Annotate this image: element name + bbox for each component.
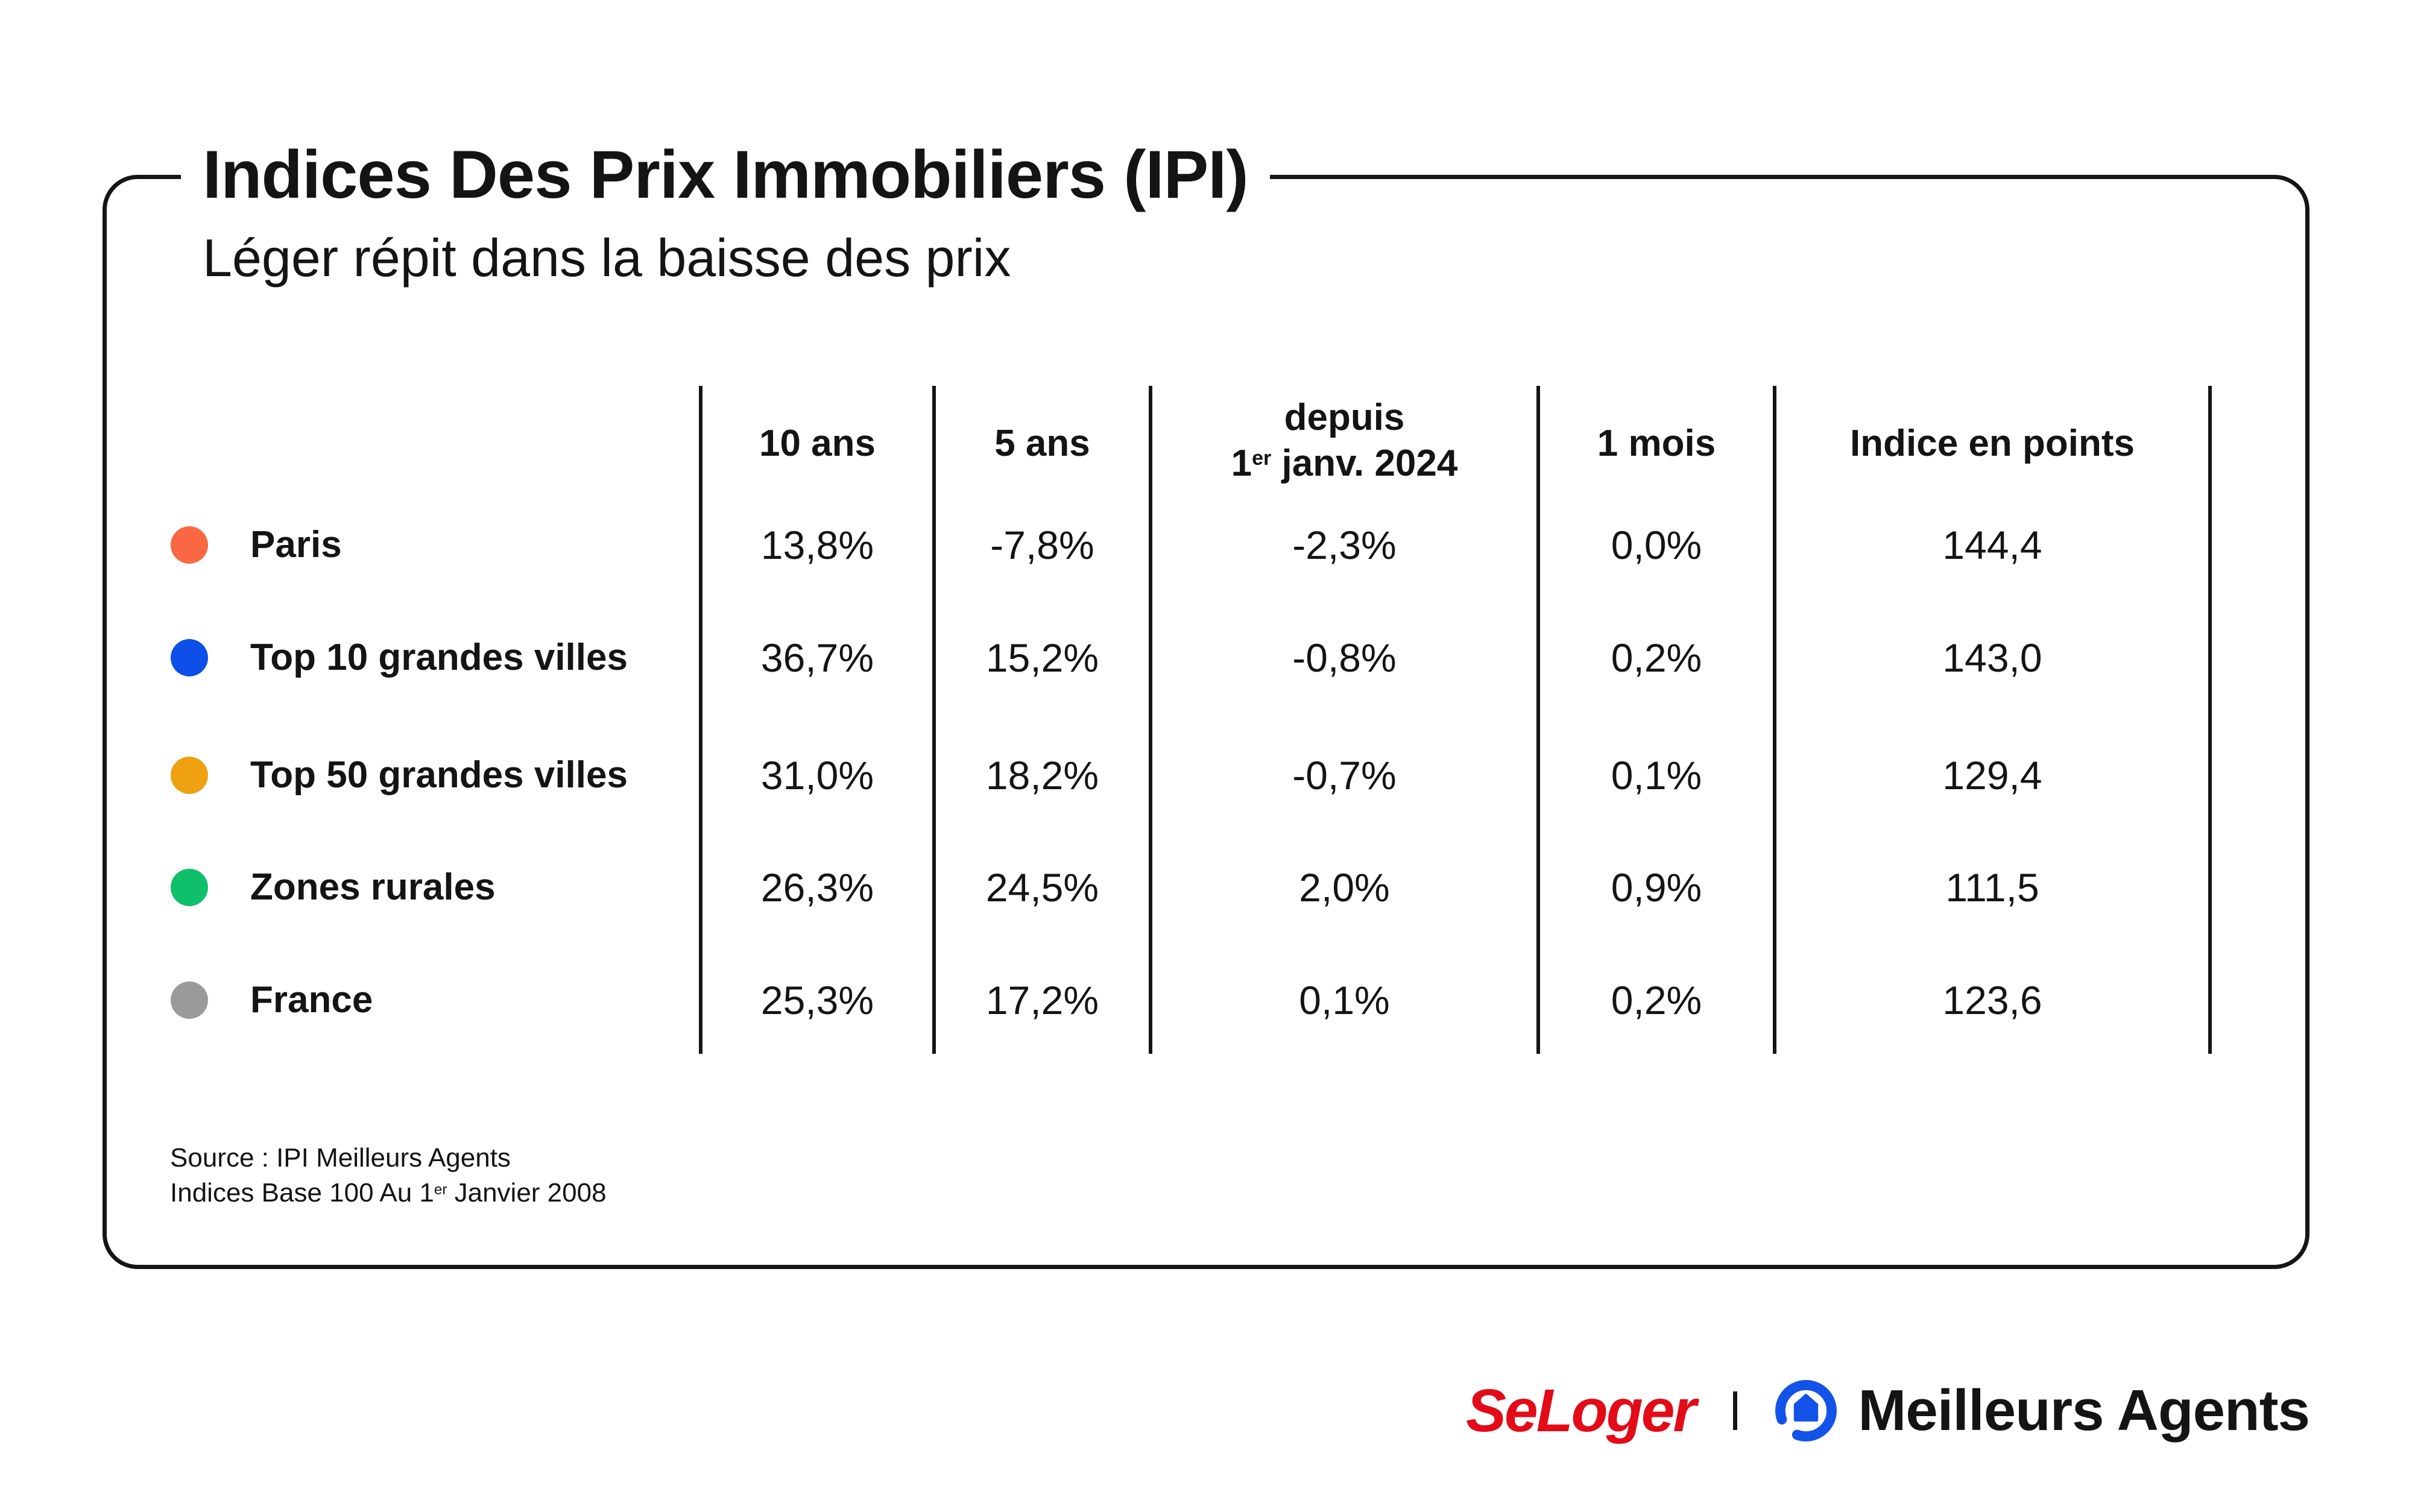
cell-1-mois: 0,1%	[1611, 753, 1702, 798]
cell-5-ans: 15,2%	[985, 635, 1099, 680]
cell-10-ans: 13,8%	[760, 523, 874, 567]
cell-depuis-2024: -0,7%	[1292, 753, 1397, 798]
cell-indice: 111,5	[1945, 865, 2039, 910]
row-label: Paris	[250, 524, 342, 565]
meilleurs-agents-logo: Meilleurs Agents	[1858, 1378, 2310, 1443]
table-row-zones-rurales: Zones rurales 26,3% 24,5% 2,0% 0,9% 111,…	[103, 854, 2219, 921]
col-header-depuis-line2: 1er janv. 2024	[1231, 442, 1458, 484]
cell-1-mois: 0,9%	[1611, 865, 1702, 910]
cell-10-ans: 25,3%	[760, 978, 874, 1022]
logo-separator	[1733, 1391, 1738, 1430]
seloger-logo: SeLoger	[1466, 1376, 1696, 1444]
col-header-depuis-line1: depuis	[1284, 396, 1405, 438]
cell-indice: 123,6	[1942, 978, 2042, 1022]
col-header-depuis-1er-janv-2024: depuis 1er janv. 2024	[1151, 386, 1538, 500]
cell-depuis-2024: -0,8%	[1292, 635, 1397, 680]
cell-10-ans: 36,7%	[760, 635, 874, 680]
cell-indice: 144,4	[1942, 523, 2042, 567]
row-label: Top 50 grandes villes	[250, 754, 628, 796]
legend-dot	[171, 869, 208, 906]
table-row-france: France 25,3% 17,2% 0,1% 0,2% 123,6	[103, 967, 2219, 1033]
table-row-top-50: Top 50 grandes villes 31,0% 18,2% -0,7% …	[103, 742, 2219, 808]
column-divider	[1536, 386, 1540, 1054]
page-subtitle: Léger répit dans la baisse des prix	[203, 228, 1011, 288]
cell-1-mois: 0,2%	[1611, 635, 1702, 680]
col-header-5-ans: 5 ans	[994, 422, 1090, 464]
cell-indice: 143,0	[1942, 635, 2042, 680]
column-divider	[932, 386, 936, 1054]
col-header-indice-en-points: Indice en points	[1850, 422, 2135, 464]
legend-dot	[171, 981, 208, 1019]
source-line1: Source : IPI Meilleurs Agents	[170, 1143, 511, 1173]
meilleurs-agents-icon	[1772, 1377, 1840, 1444]
cell-indice: 129,4	[1942, 753, 2042, 798]
title-wrap: Indices Des Prix Immobiliers (IPI)	[181, 137, 1270, 212]
legend-dot	[171, 757, 208, 794]
table-row-top-10: Top 10 grandes villes 36,7% 15,2% -0,8% …	[103, 625, 2219, 691]
ipi-card	[103, 175, 2309, 1269]
cell-depuis-2024: -2,3%	[1292, 523, 1397, 567]
cell-5-ans: 17,2%	[985, 978, 1099, 1022]
row-label: France	[250, 979, 373, 1021]
footer-logos: SeLoger Meilleurs Agents	[1466, 1359, 2310, 1462]
column-divider	[1149, 386, 1152, 1054]
column-divider	[2208, 386, 2212, 1054]
column-divider	[699, 386, 702, 1054]
cell-1-mois: 0,2%	[1611, 978, 1702, 1022]
cell-5-ans: -7,8%	[990, 523, 1094, 567]
row-label: Top 10 grandes villes	[250, 637, 628, 678]
cell-10-ans: 26,3%	[760, 865, 874, 910]
cell-depuis-2024: 2,0%	[1299, 865, 1390, 910]
source-note: Source : IPI Meilleurs Agents Indices Ba…	[170, 1141, 607, 1215]
column-divider	[1773, 386, 1776, 1054]
row-label: Zones rurales	[250, 866, 496, 908]
source-line2: Indices Base 100 Au 1er Janvier 2008	[170, 1178, 607, 1208]
legend-dot	[171, 639, 208, 676]
cell-1-mois: 0,0%	[1611, 523, 1702, 567]
table-row-paris: Paris 13,8% -7,8% -2,3% 0,0% 144,4	[103, 512, 2219, 578]
col-header-10-ans: 10 ans	[759, 422, 876, 464]
cell-5-ans: 24,5%	[985, 865, 1099, 910]
col-header-1-mois: 1 mois	[1597, 422, 1716, 464]
page-title: Indices Des Prix Immobiliers (IPI)	[203, 137, 1249, 212]
legend-dot	[171, 526, 208, 564]
cell-5-ans: 18,2%	[985, 753, 1099, 798]
cell-10-ans: 31,0%	[760, 753, 874, 798]
cell-depuis-2024: 0,1%	[1299, 978, 1390, 1022]
